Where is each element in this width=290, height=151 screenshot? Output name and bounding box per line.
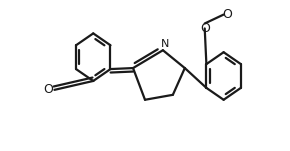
Text: O: O (44, 83, 53, 96)
Text: O: O (200, 22, 210, 35)
Text: N: N (161, 39, 169, 49)
Text: O: O (223, 8, 233, 21)
